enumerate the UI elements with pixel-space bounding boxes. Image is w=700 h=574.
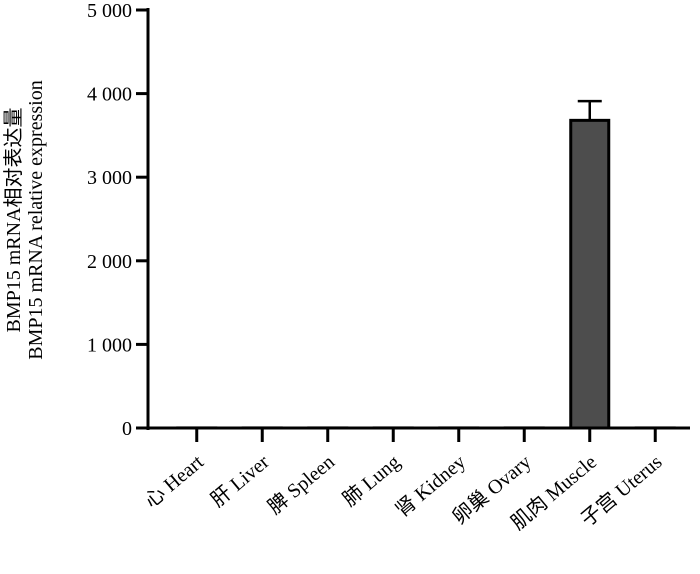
y-tick-label: 4 000 [87, 84, 132, 106]
y-tick-label: 1 000 [87, 334, 132, 356]
bar [569, 118, 611, 430]
y-tick-label: 2 000 [87, 251, 132, 273]
y-tick-label: 5 000 [87, 0, 132, 22]
x-tick-label: 脾 Spleen [263, 450, 339, 519]
error-bar [577, 99, 602, 121]
x-tick-label: 心 Heart [141, 451, 209, 513]
y-axis-label: BMP15 mRNA相对表达量 [2, 107, 25, 332]
y-axis-label: BMP15 mRNA relative expression [25, 80, 47, 359]
y-tick-label: 3 000 [87, 167, 132, 189]
y-tick-label: 0 [122, 418, 132, 440]
